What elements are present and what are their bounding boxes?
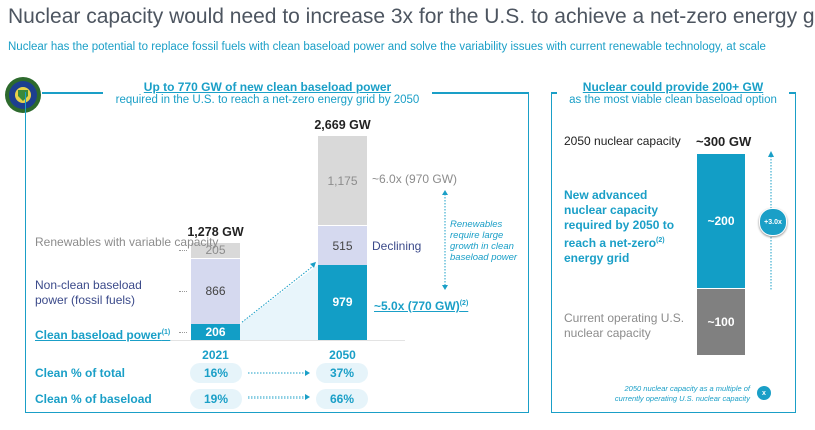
footnote: (2)	[459, 300, 469, 307]
right-header-sub: as the most viable clean baseload option	[569, 94, 777, 106]
bar-segment: ~100	[697, 288, 745, 355]
legend-new-nuclear: New advanced nuclear capacity required b…	[564, 188, 689, 266]
year-label: 2021	[202, 348, 229, 362]
frame-line	[551, 92, 557, 94]
pill-value: 66%	[316, 389, 368, 409]
right-panel-header: Nuclear could provide 200+ GW as the mos…	[557, 80, 789, 106]
bar-total: 1,278 GW	[187, 225, 244, 240]
pill-value: 16%	[190, 363, 242, 383]
left-header-sub: required in the U.S. to reach a net-zero…	[115, 94, 420, 106]
left-header-title: Up to 770 GW of new clean baseload power	[143, 80, 392, 94]
legend-note: 2050 nuclear capacity as a multiple of c…	[614, 384, 750, 403]
legend-new-suffix: energy grid	[564, 251, 630, 265]
legend-new-text: New advanced nuclear capacity required b…	[564, 188, 675, 250]
bar-segment: 205	[191, 242, 240, 258]
row-label: Clean % of total	[35, 366, 126, 380]
bar-segment: 206	[191, 324, 240, 340]
legend-renewables: Renewables with variable capacity	[35, 235, 219, 249]
frame-line	[789, 92, 796, 94]
bar-segment: ~200	[697, 154, 745, 288]
page-subtitle: Nuclear has the potential to replace fos…	[8, 41, 766, 53]
arrow-icon	[248, 370, 310, 399]
bar-segment: 1,175	[318, 135, 367, 226]
total-value: ~300 GW	[696, 134, 752, 149]
year-label: 2050	[329, 348, 356, 362]
annotation-nonclean: Declining	[372, 239, 422, 253]
annotation-clean: ~5.0x (770 GW)(2)	[374, 296, 468, 314]
legend-clean-text: Clean baseload power	[35, 328, 162, 342]
legend-clean: Clean baseload power(1)	[35, 325, 170, 343]
baseline	[150, 340, 405, 341]
left-panel-header: Up to 770 GW of new clean baseload power…	[103, 80, 432, 106]
footnote: (1)	[161, 329, 171, 336]
left-panel	[25, 92, 529, 413]
bar-total: 2,669 GW	[314, 118, 371, 133]
pill-value: 37%	[316, 363, 368, 383]
right-panel	[551, 92, 796, 413]
doe-seal-logo	[5, 77, 41, 113]
frame-line	[42, 92, 103, 94]
multiple-badge: +3.0x	[759, 208, 787, 236]
row-label: Clean % of baseload	[35, 392, 152, 406]
leader-line	[179, 332, 187, 333]
legend-nonclean: Non-clean baseload power (fossil fuels)	[35, 278, 142, 307]
frame-line	[432, 92, 529, 94]
arrow-icon	[248, 394, 310, 400]
annotation-renewables: ~6.0x (970 GW)	[372, 172, 458, 186]
leader-line	[179, 250, 187, 251]
annotation-note: Renewables require large growth in clean…	[450, 219, 518, 263]
legend-symbol: x	[757, 386, 771, 400]
bar-segment: 515	[318, 225, 367, 265]
bar-segment: 866	[191, 257, 240, 325]
bar-segment: 979	[318, 264, 367, 340]
right-header-title: Nuclear could provide 200+ GW	[582, 80, 764, 94]
page-title: Nuclear capacity would need to increase …	[8, 5, 815, 28]
leader-line	[179, 291, 187, 292]
pill-value: 19%	[190, 389, 242, 409]
double-arrow-icon	[442, 190, 448, 290]
legend-current-nuclear: Current operating U.S. nuclear capacity	[564, 311, 685, 340]
footnote: (2)	[656, 237, 665, 244]
annotation-clean-text: ~5.0x (770 GW)	[374, 299, 460, 313]
total-label: 2050 nuclear capacity	[564, 134, 681, 148]
